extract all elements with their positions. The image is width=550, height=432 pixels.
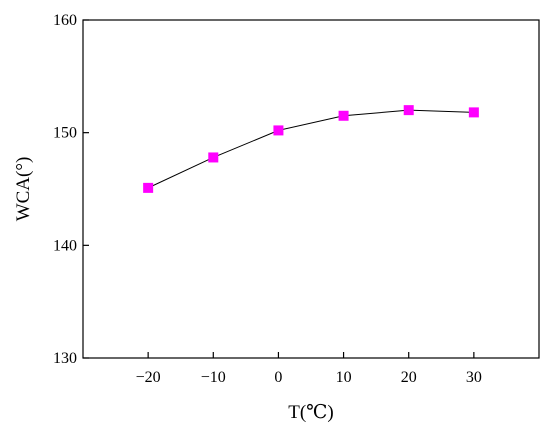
x-tick-label: −10 [201,369,226,386]
x-axis-ticks: −20 −10 0 10 20 30 [136,352,482,386]
x-tick-label: 30 [466,369,482,386]
y-tick-label: 140 [53,237,77,254]
data-point [208,152,219,163]
series-line [147,109,474,189]
x-tick-label: 0 [274,369,282,386]
data-point [143,182,154,193]
x-tick-label: 20 [401,369,417,386]
y-axis-ticks: 130 140 150 160 [53,12,89,367]
y-tick-label: 150 [53,125,77,142]
x-tick-label: 10 [336,369,352,386]
x-tick-label: −20 [136,369,161,386]
y-axis-title: WCA(°) [13,157,34,222]
y-tick-label: 130 [53,350,77,367]
data-point [468,107,479,118]
x-axis-title: T(℃) [288,402,334,423]
y-tick-label: 160 [53,12,77,29]
data-series [143,105,479,193]
data-point [403,105,414,116]
data-point [338,110,349,121]
plot-frame [82,19,540,359]
data-point [273,125,284,136]
